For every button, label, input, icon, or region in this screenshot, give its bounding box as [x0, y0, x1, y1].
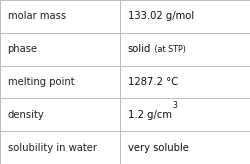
Text: 1287.2 °C: 1287.2 °C — [128, 77, 178, 87]
Text: solid: solid — [128, 44, 151, 54]
Text: density: density — [8, 110, 44, 120]
Text: phase: phase — [8, 44, 38, 54]
Text: 133.02 g/mol: 133.02 g/mol — [128, 11, 194, 21]
Text: (at STP): (at STP) — [152, 45, 186, 54]
Text: 1.2 g/cm: 1.2 g/cm — [128, 110, 172, 120]
Text: very soluble: very soluble — [128, 143, 188, 153]
Text: molar mass: molar mass — [8, 11, 66, 21]
Text: 3: 3 — [172, 101, 177, 110]
Text: melting point: melting point — [8, 77, 74, 87]
Text: solubility in water: solubility in water — [8, 143, 96, 153]
